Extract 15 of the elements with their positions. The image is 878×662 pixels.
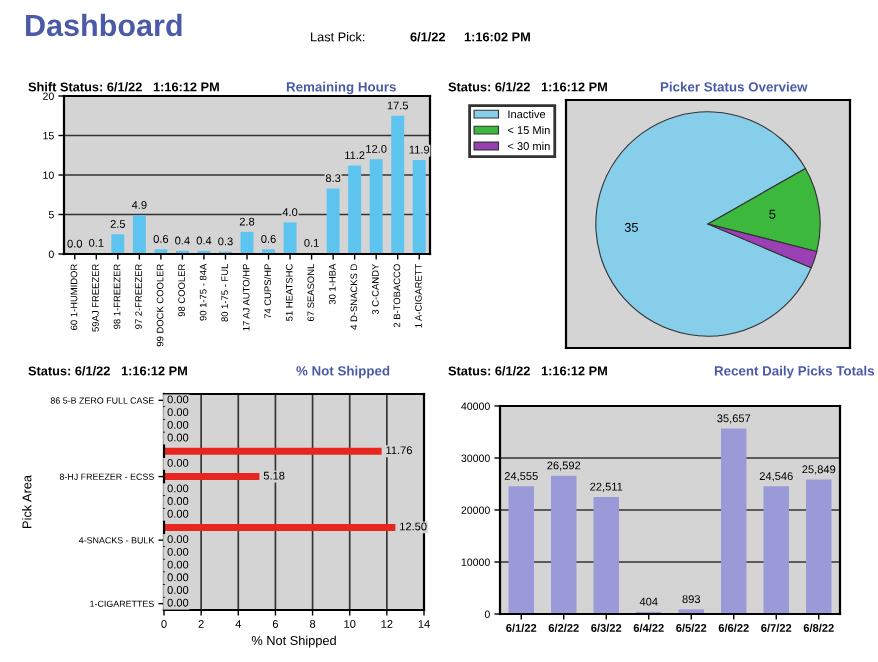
bar bbox=[391, 115, 405, 254]
bar bbox=[763, 486, 789, 614]
text: Dashboard bbox=[26, 13, 182, 37]
bar bbox=[111, 234, 125, 254]
bar bbox=[551, 475, 577, 614]
bar bbox=[326, 188, 340, 254]
bar bbox=[369, 159, 383, 254]
bar bbox=[412, 159, 426, 254]
bar bbox=[348, 165, 362, 254]
bar bbox=[721, 428, 747, 614]
bar bbox=[508, 486, 534, 614]
bar bbox=[132, 215, 146, 254]
bar bbox=[593, 496, 619, 614]
bar bbox=[806, 479, 832, 614]
bar bbox=[283, 222, 297, 254]
